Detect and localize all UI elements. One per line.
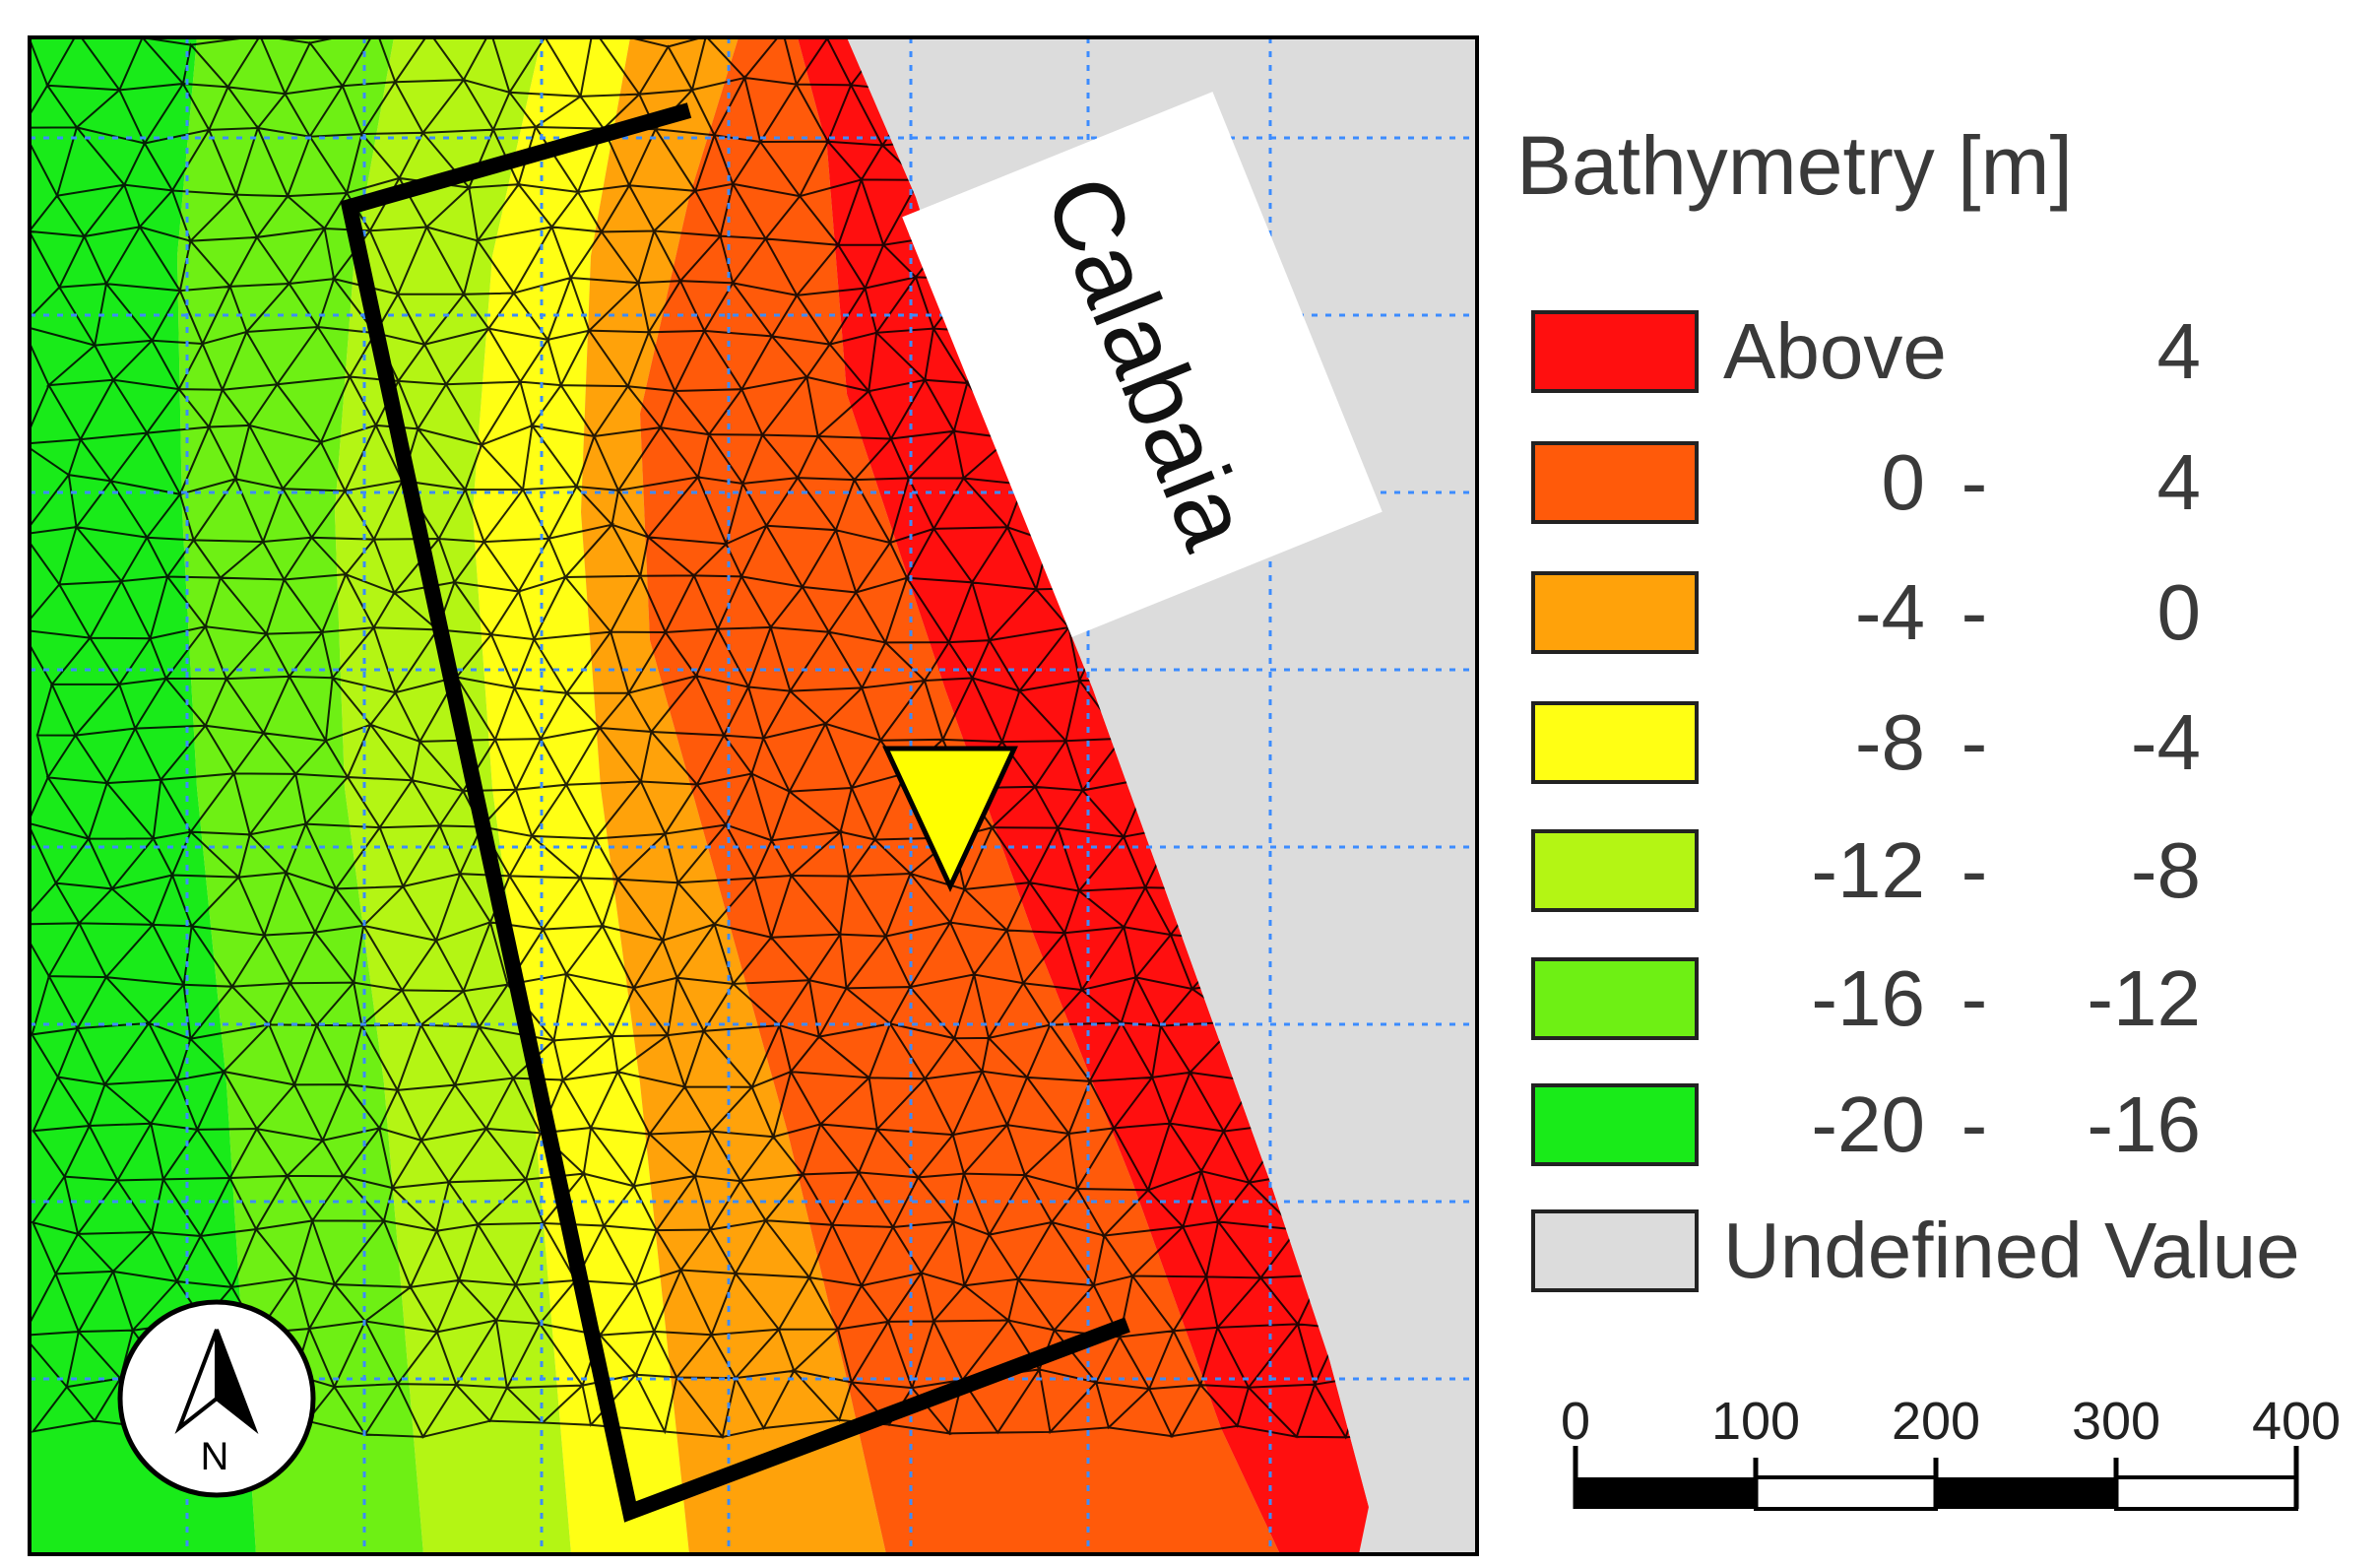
band-minus20-minus16 <box>30 37 256 1554</box>
legend-range-to: 0 <box>2156 568 2202 656</box>
legend-label: Undefined Value <box>1723 1207 2300 1294</box>
legend-title: Bathymetry [m] <box>1516 119 2073 212</box>
station-marker <box>882 746 1018 892</box>
north-arrow-label: N <box>201 1435 229 1478</box>
legend-item: Above 4 <box>1531 307 2358 401</box>
legend-range-dash: - <box>1961 1080 1988 1168</box>
legend-swatch <box>1531 441 1699 524</box>
band-minus4-0 <box>581 37 886 1554</box>
legend-range-from: -8 <box>1854 698 1925 786</box>
legend-swatch <box>1531 701 1699 784</box>
legend-range-dash: - <box>1961 438 1988 526</box>
legend-item: -8- -4 <box>1531 698 2358 792</box>
legend-range-to: -8 <box>2130 826 2201 914</box>
legend-range-dash: - <box>1961 698 1988 786</box>
scale-tick-label: 300 <box>2071 1392 2161 1451</box>
legend-swatch <box>1531 957 1699 1040</box>
legend-item: -16- -12 <box>1531 954 2358 1048</box>
transect-line <box>340 102 1130 1523</box>
place-label-box: Calabaia <box>902 92 1383 637</box>
band-minus8-minus4 <box>473 37 689 1554</box>
legend-range-to: -12 <box>2087 954 2201 1042</box>
scale-tick-label: 200 <box>1891 1392 1981 1451</box>
map-frame <box>28 35 1479 1556</box>
legend-range-to: 4 <box>2156 438 2202 526</box>
legend-item: Undefined Value <box>1531 1207 2358 1300</box>
north-arrow: N <box>117 1299 316 1498</box>
legend-range-from: 0 <box>1881 438 1926 526</box>
legend-range-from: -20 <box>1811 1080 1925 1168</box>
legend-swatch <box>1531 829 1699 912</box>
legend-label: Above <box>1723 307 1947 395</box>
scale-tick-label: 100 <box>1710 1392 1801 1451</box>
scale-tick-label: 0 <box>1560 1392 1591 1451</box>
legend-range-from: -4 <box>1854 568 1925 656</box>
legend-range-to: 4 <box>2156 307 2202 395</box>
legend-item: -4- 0 <box>1531 568 2358 662</box>
band-above-4 <box>798 37 1369 1554</box>
legend-range-from: -16 <box>1811 954 1925 1042</box>
scale-tick-label: 400 <box>2251 1392 2342 1451</box>
legend-item: -20- -16 <box>1531 1080 2358 1174</box>
bathymetry-map: Calabaia N <box>28 35 1479 1556</box>
legend-range-to: -4 <box>2130 698 2201 786</box>
legend-item: 0- 4 <box>1531 438 2358 532</box>
legend-range-from: -12 <box>1811 826 1925 914</box>
legend-range-to: -16 <box>2087 1080 2201 1168</box>
legend-range-dash: - <box>1961 954 1988 1042</box>
legend-swatch <box>1531 571 1699 654</box>
legend-swatch <box>1531 1209 1699 1292</box>
legend-swatch <box>1531 1083 1699 1166</box>
legend-item: -12- -8 <box>1531 826 2358 920</box>
legend-range-dash: - <box>1961 568 1988 656</box>
legend-swatch <box>1531 310 1699 393</box>
legend-range-dash: - <box>1961 826 1988 914</box>
